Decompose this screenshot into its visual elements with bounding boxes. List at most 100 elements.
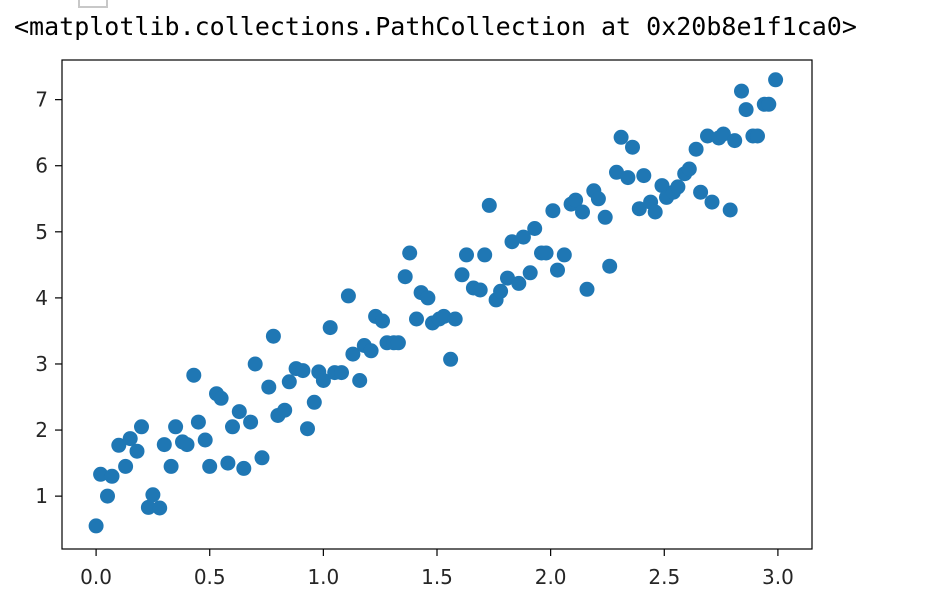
scatter-point [620, 170, 636, 186]
x-tick-label: 3.0 [762, 565, 794, 589]
scatter-point [545, 203, 561, 219]
x-tick-label: 1.0 [307, 565, 339, 589]
scatter-point [613, 129, 629, 145]
x-axis: 0.0 0.5 1.0 1.5 2.0 2.5 3.0 [80, 549, 794, 589]
scatter-point [447, 311, 463, 327]
x-tick-label: 1.5 [421, 565, 453, 589]
scatter-point [104, 468, 120, 484]
axes-frame [61, 59, 813, 550]
scatter-point [602, 258, 618, 274]
scatter-point [300, 421, 315, 437]
scatter-point [688, 141, 704, 157]
scatter-point [556, 247, 572, 263]
scatter-point [527, 221, 543, 236]
scatter-point [100, 488, 115, 504]
scatter-point [670, 179, 686, 195]
scatter-point [579, 281, 595, 297]
scatter-point [140, 499, 156, 515]
scatter-point [522, 265, 538, 281]
scatter-point [111, 437, 127, 453]
scatter-point [420, 290, 436, 306]
scatter-point [168, 419, 184, 435]
scatter-point [186, 367, 202, 383]
scatter-point [704, 194, 720, 210]
scatter-point [190, 414, 206, 430]
scatter-point [397, 269, 413, 285]
scatter-point [625, 139, 640, 155]
scatter-point [306, 394, 322, 410]
scatter-point [768, 72, 784, 88]
scatter-point [243, 414, 259, 430]
scatter-point [197, 432, 213, 448]
scatter-point [459, 247, 474, 263]
y-tick-label: 2 [35, 418, 48, 442]
y-tick-label: 5 [35, 220, 48, 244]
scatter-point [352, 373, 368, 388]
scatter-point [225, 419, 240, 435]
scatter-point [163, 458, 179, 474]
scatter-point [281, 374, 297, 390]
scatter-point [636, 168, 652, 184]
scatter-point [93, 466, 109, 482]
scatter-point [345, 346, 361, 362]
scatter-point [761, 96, 777, 112]
scatter-point [277, 402, 293, 418]
scatter-point [597, 209, 613, 225]
scatter-point [390, 335, 406, 351]
scatter-point [722, 202, 738, 218]
scatter-point [322, 320, 338, 336]
scatter-point [145, 487, 161, 503]
scatter-point [436, 308, 452, 324]
scatter-point [152, 500, 168, 516]
y-axis: 1 2 3 4 5 6 7 [35, 88, 62, 508]
scatter-point [454, 267, 470, 283]
scatter-point [727, 133, 743, 149]
scatter-point [265, 328, 281, 344]
scatter-point [681, 161, 697, 177]
scatter-point [750, 128, 765, 144]
scatter-point [538, 245, 554, 261]
scatter-point [493, 283, 509, 299]
scatter-point [220, 455, 236, 471]
scatter-point [738, 102, 754, 118]
scatter-point [134, 419, 149, 435]
scatter-point [590, 191, 606, 207]
scatter-point [568, 192, 584, 208]
scatter-point [575, 204, 590, 220]
scatter-point [609, 164, 624, 180]
scatter-point [129, 443, 145, 459]
y-tick-label: 7 [35, 88, 48, 112]
scatter-point [340, 288, 356, 304]
x-tick-label: 0.5 [194, 565, 226, 589]
scatter-point [504, 234, 520, 250]
scatter-point [118, 458, 134, 474]
scatter-point [179, 437, 195, 453]
scatter-point [261, 379, 277, 395]
scatter-point [654, 178, 670, 194]
scatter-point [715, 126, 731, 142]
scatter-point [477, 247, 493, 263]
scatter-point [88, 518, 104, 534]
scatter-point [231, 404, 247, 420]
scatter-point [500, 270, 515, 286]
scatter-point [409, 311, 424, 327]
scatter-point [734, 83, 749, 99]
x-tick-label: 0.0 [80, 565, 112, 589]
scatter-point [481, 197, 497, 213]
scatter-points [88, 72, 784, 534]
scatter-point [647, 204, 663, 220]
scatter-point [315, 373, 331, 388]
scatter-point [254, 450, 270, 466]
x-tick-label: 2.0 [535, 565, 567, 589]
scatter-point [511, 275, 527, 291]
x-tick-label: 2.5 [648, 565, 680, 589]
scatter-point [213, 390, 229, 406]
scatter-point [443, 351, 459, 367]
scatter-point [472, 282, 488, 298]
scatter-point [156, 437, 172, 453]
scatter-point [402, 245, 418, 261]
cell-output-text: <matplotlib.collections.PathCollection a… [14, 12, 857, 41]
scatter-point [122, 431, 138, 447]
scatter-point [693, 184, 709, 200]
